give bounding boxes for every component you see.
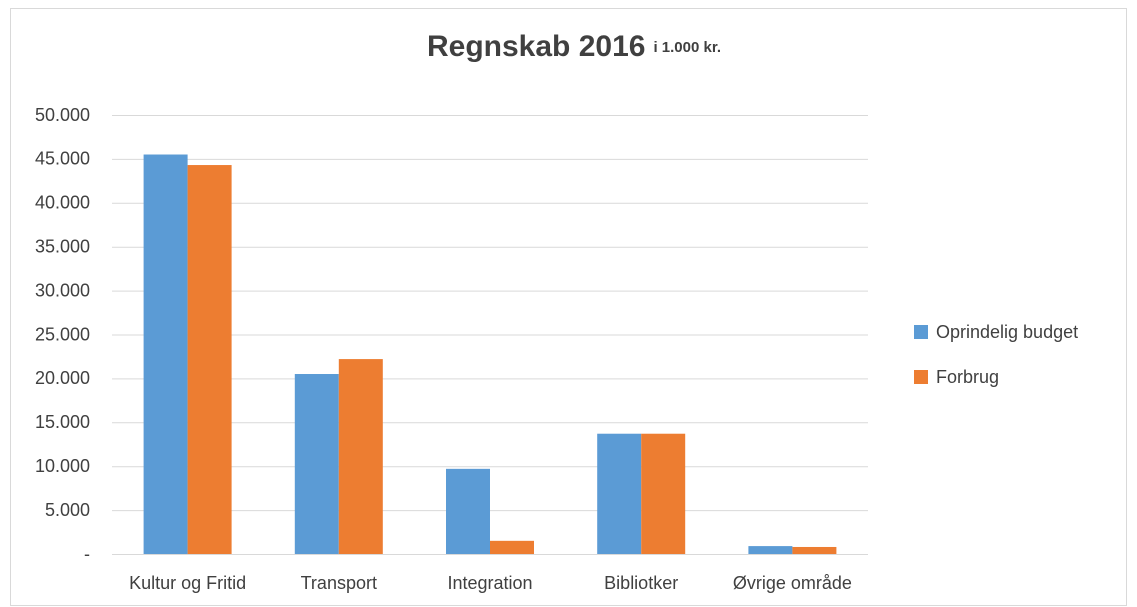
legend-label: Forbrug (936, 367, 999, 387)
chart-subtitle: i 1.000 kr. (653, 39, 721, 56)
y-tick-label: 10.000 (35, 456, 90, 476)
y-tick-label: 15.000 (35, 412, 90, 432)
y-tick-label: 30.000 (35, 280, 90, 300)
bar (792, 546, 837, 554)
x-tick-label: Øvrige område (733, 573, 852, 593)
bar (748, 546, 793, 554)
bar (446, 468, 490, 554)
bar (338, 359, 383, 554)
y-tick-label: 40.000 (35, 193, 90, 213)
x-tick-label: Bibliotker (604, 573, 678, 593)
y-tick-label: 25.000 (35, 324, 90, 344)
bar (187, 165, 232, 554)
legend-swatch (914, 325, 928, 339)
y-tick-label: 50.000 (35, 105, 90, 125)
bar (490, 540, 534, 554)
chart-title-group: Regnskab 2016 i 1.000 kr. (427, 30, 721, 63)
y-tick-label: 20.000 (35, 368, 90, 388)
bar (641, 433, 686, 554)
legend-swatch (914, 370, 928, 384)
bar (294, 374, 339, 554)
y-tick-label: - (84, 544, 90, 564)
y-tick-label: 5.000 (45, 500, 90, 520)
bar (143, 154, 188, 554)
x-tick-label: Transport (301, 573, 377, 593)
legend-label: Oprindelig budget (936, 322, 1078, 342)
y-tick-label: 35.000 (35, 236, 90, 256)
chart-title: Regnskab 2016 (427, 30, 645, 63)
x-tick-label: Kultur og Fritid (129, 573, 246, 593)
bar (597, 433, 642, 554)
x-tick-label: Integration (447, 573, 532, 593)
y-tick-label: 45.000 (35, 149, 90, 169)
